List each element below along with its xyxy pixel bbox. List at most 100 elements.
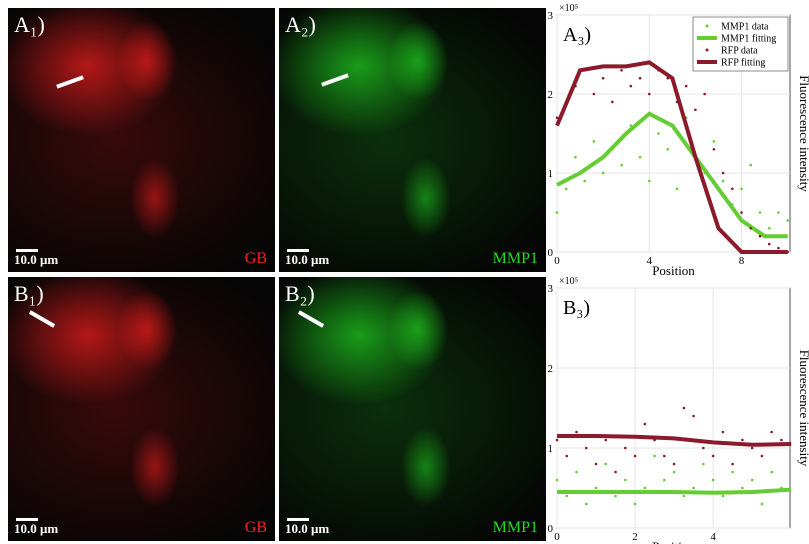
data-point [614,494,617,498]
data-point [740,187,743,191]
data-point [611,100,614,104]
fit-line [557,434,792,447]
data-point [692,486,695,490]
fit-line [557,487,792,495]
data-point [741,486,744,490]
data-point [555,438,559,442]
data-point [663,454,666,458]
data-point [564,187,568,191]
x-tick-label: 0 [554,255,560,267]
data-point [682,406,686,410]
scale-label: 10.0 μm [14,521,59,536]
data-point [594,462,598,466]
data-point [675,187,679,191]
data-point [555,211,559,214]
fit-line [555,60,788,254]
data-point [750,478,754,482]
legend-label: RFP fitting [721,58,765,69]
data-point [575,470,578,474]
data-point [601,171,605,175]
data-point [760,454,764,458]
legend-swatch [705,48,709,52]
multiplier: ×10⁵ [559,3,578,14]
data-point [657,132,660,135]
stain-label: GB [244,519,267,536]
data-point [629,84,633,88]
data-point [623,478,627,482]
panel-label: A₃) [563,24,591,46]
x-tick-label: 0 [554,531,560,543]
data-point [666,148,670,151]
micrograph: B₂) 10.0 μm MMP1 [279,277,546,541]
data-point [721,179,725,183]
data-point [574,155,577,159]
legend-swatch [705,24,709,28]
data-point [694,108,697,112]
data-point [712,148,716,151]
y-tick-label: 1 [548,443,554,455]
data-point [565,454,569,458]
data-point [702,446,705,450]
data-point [780,438,783,442]
y-tick-label: 2 [548,89,554,101]
legend-label: MMP1 fitting [721,34,776,45]
stain-label: MMP1 [492,519,538,536]
micrograph: B₁) 10.0 μm GB [8,277,275,541]
scale-bar [16,518,38,521]
data-point [643,422,647,426]
x-axis-label: Position [652,539,695,544]
scale-bar [16,249,38,252]
data-point [786,219,789,222]
data-point [760,502,764,506]
scale-bar [287,518,309,521]
data-point [620,163,623,167]
data-point [638,155,642,159]
data-point [594,486,598,490]
y-tick-label: 3 [548,10,554,22]
data-point [711,478,715,482]
y-axis-label: Fluorescence intensity [797,75,809,192]
data-point [711,454,715,458]
data-point [672,470,676,474]
data-point [620,69,623,72]
y-axis-label: Fluorescence intensity [797,350,809,467]
data-point [653,454,656,458]
y-tick-label: 0 [548,523,554,535]
data-point [721,494,725,498]
y-tick-label: 0 [548,247,554,259]
data-point [770,430,773,434]
data-point [647,92,651,96]
data-point [712,140,716,143]
data-point [731,187,734,191]
data-point [592,140,596,143]
data-point [721,171,725,175]
data-point [555,478,559,482]
multiplier: ×10⁵ [559,276,578,287]
y-tick-label: 2 [548,363,554,375]
x-tick-label: 4 [647,255,653,267]
data-point [767,242,771,246]
data-point [623,446,627,450]
panel-label: B₂) [285,281,315,306]
fit-line [556,111,788,239]
y-tick-label: 1 [548,168,554,180]
data-point [741,438,744,442]
data-point [584,502,588,506]
data-point [777,211,780,214]
data-point [672,462,676,466]
stain-label: MMP1 [492,250,538,267]
data-point [740,211,743,214]
data-point [583,179,586,183]
data-point [592,92,596,96]
data-point [601,76,605,80]
x-tick-label: 8 [739,255,745,267]
data-point [703,92,706,96]
data-point [758,211,762,214]
scale-label: 10.0 μm [285,252,330,267]
panel-label: B₃) [563,297,590,319]
stain-label: GB [244,250,267,267]
data-point [767,227,771,230]
data-point [638,76,642,80]
